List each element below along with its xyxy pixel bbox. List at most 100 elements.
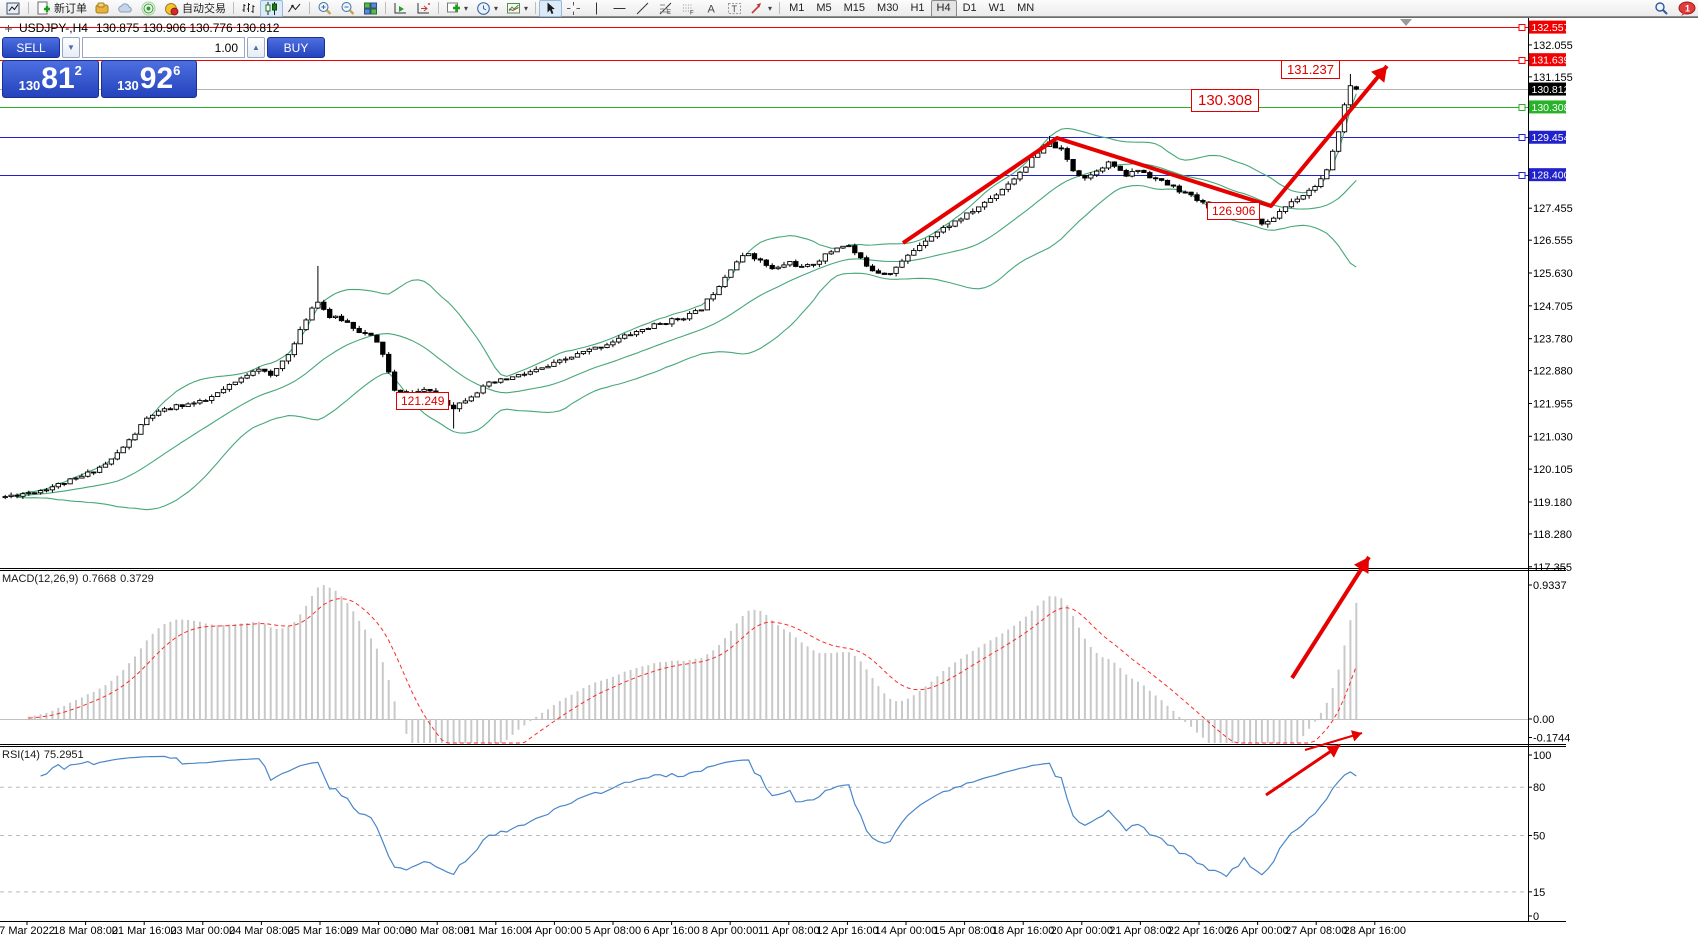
- svg-text:132.557: 132.557: [1532, 22, 1570, 34]
- sell-button[interactable]: SELL: [2, 37, 60, 58]
- chart-window-button[interactable]: [2, 0, 25, 17]
- bar-chart-icon: [241, 1, 256, 16]
- fibonacci-tool-button[interactable]: E: [654, 0, 677, 17]
- line-end-marker[interactable]: [1518, 104, 1526, 111]
- sell-price-display[interactable]: 130 81 2: [2, 60, 99, 98]
- buy-price-pip: 6: [173, 63, 181, 78]
- dropdown-caret: ▾: [524, 3, 529, 13]
- svg-text:14 Apr 00:00: 14 Apr 00:00: [875, 925, 937, 937]
- chart-window-icon: [6, 1, 21, 16]
- timeframe-button-H1[interactable]: H1: [910, 1, 925, 14]
- buy-price-display[interactable]: 130 92 6: [100, 60, 197, 98]
- rsi-line: [40, 755, 1357, 878]
- bollinger-lower-band: [16, 184, 1357, 511]
- trendline-icon: [635, 1, 650, 16]
- periods-clock-icon: [476, 1, 491, 16]
- svg-text:125.630: 125.630: [1533, 268, 1573, 280]
- templates-button[interactable]: ▾: [502, 0, 532, 17]
- timeframe-button-M5[interactable]: M5: [816, 1, 832, 14]
- trend-arrow-main[interactable]: [901, 64, 1389, 245]
- buy-button[interactable]: BUY: [267, 37, 325, 58]
- svg-text:6 Apr 16:00: 6 Apr 16:00: [643, 925, 699, 937]
- buy-price-big: 92: [139, 62, 174, 95]
- price-annotation-high-131[interactable]: 131.237: [1281, 60, 1340, 79]
- zoom-out-icon: [340, 1, 355, 16]
- svg-text:F: F: [690, 10, 694, 16]
- cloud-button[interactable]: [114, 0, 137, 17]
- svg-text:127.455: 127.455: [1533, 203, 1573, 215]
- grid-tool-button[interactable]: F: [677, 0, 700, 17]
- price-badge-130.308: [1529, 100, 1566, 114]
- timeframe-button-D1[interactable]: D1: [962, 1, 977, 14]
- arrows-tool-button[interactable]: ▾: [746, 0, 776, 17]
- bollinger-upper-band: [16, 93, 1357, 496]
- zoom-out-button[interactable]: [336, 0, 359, 17]
- line-end-marker[interactable]: [1518, 134, 1526, 141]
- svg-text:0: 0: [1533, 911, 1539, 923]
- macd-main-value: 0.7668: [82, 573, 117, 585]
- horizontal-line-tool-button[interactable]: [608, 0, 631, 17]
- text-tool-button[interactable]: A: [700, 0, 723, 17]
- auto-scroll-button[interactable]: [389, 0, 412, 17]
- new-order-button[interactable]: 新订单: [32, 0, 91, 17]
- svg-text:1: 1: [1685, 3, 1690, 13]
- svg-text:80: 80: [1533, 782, 1545, 794]
- line-chart-button[interactable]: [283, 0, 306, 17]
- price-annotation-level-130[interactable]: 130.308: [1191, 89, 1260, 112]
- timeframe-button-MN[interactable]: MN: [1017, 1, 1035, 14]
- auto-trading-button[interactable]: 自动交易: [160, 0, 230, 17]
- periods-button[interactable]: ▾: [472, 0, 502, 17]
- cursor-tool-button[interactable]: [539, 0, 563, 17]
- trend-arrow-rsi[interactable]: [1304, 730, 1363, 751]
- svg-text:119.180: 119.180: [1533, 497, 1572, 509]
- svg-text:T: T: [732, 4, 738, 14]
- rsi-value: 75.2951: [43, 749, 84, 761]
- price-annotation-low-126[interactable]: 126.906: [1207, 202, 1261, 220]
- trend-arrow-macd[interactable]: [1290, 555, 1371, 680]
- trendline-tool-button[interactable]: [631, 0, 654, 17]
- svg-text:131.639: 131.639: [1532, 55, 1570, 67]
- vertical-line-tool-button[interactable]: [585, 0, 608, 17]
- horizontal-line-icon: [612, 1, 627, 16]
- svg-text:15: 15: [1533, 887, 1545, 899]
- timeframe-button-M30[interactable]: M30: [877, 1, 899, 14]
- timeframe-button-M15[interactable]: M15: [843, 1, 866, 14]
- chart-shift-marker[interactable]: [1400, 19, 1412, 26]
- toolbar-separator: [28, 2, 29, 14]
- signal-icon: [141, 1, 156, 16]
- trend-arrow-rsi[interactable]: [1265, 743, 1341, 797]
- indicators-button[interactable]: ▾: [442, 0, 472, 17]
- line-end-marker[interactable]: [1518, 172, 1526, 179]
- search-button[interactable]: [1650, 0, 1673, 17]
- text-label-tool-button[interactable]: T: [723, 0, 746, 17]
- svg-text:129.454: 129.454: [1532, 132, 1570, 144]
- rsi-label: RSI(14) 75.2951: [2, 749, 88, 761]
- price-annotation-low-121[interactable]: 121.249: [396, 392, 450, 410]
- timeframe-button-W1[interactable]: W1: [988, 1, 1006, 14]
- toolbar-separator: [535, 2, 537, 14]
- tile-windows-button[interactable]: [359, 0, 382, 17]
- line-end-marker[interactable]: [1518, 57, 1526, 64]
- profiles-button[interactable]: [91, 0, 114, 17]
- macd-label: MACD(12,26,9) 0.7668 0.3729: [2, 573, 158, 585]
- notifications-button[interactable]: 1: [1673, 0, 1696, 17]
- svg-text:21 Mar 16:00: 21 Mar 16:00: [112, 925, 177, 937]
- line-end-marker[interactable]: [1518, 24, 1526, 31]
- lot-increase-button[interactable]: ▲: [247, 37, 265, 58]
- dropdown-caret: ▾: [768, 3, 773, 13]
- timeframe-button-M1[interactable]: M1: [789, 1, 805, 14]
- svg-text:4 Apr 00:00: 4 Apr 00:00: [526, 925, 582, 937]
- lot-size-input[interactable]: [82, 37, 245, 58]
- bar-chart-button[interactable]: [237, 0, 260, 17]
- lot-decrease-button[interactable]: ▼: [62, 37, 80, 58]
- crosshair-tool-button[interactable]: [562, 0, 585, 17]
- svg-text:0.00: 0.00: [1533, 714, 1554, 726]
- macd-signal-line: [28, 597, 1357, 744]
- candlestick-chart-button[interactable]: [260, 0, 283, 17]
- signal-button[interactable]: [137, 0, 160, 17]
- dropdown-caret: ▾: [464, 3, 469, 13]
- zoom-in-button[interactable]: [313, 0, 336, 17]
- timeframe-button-H4[interactable]: H4: [930, 0, 957, 17]
- chart-shift-button[interactable]: [412, 0, 435, 17]
